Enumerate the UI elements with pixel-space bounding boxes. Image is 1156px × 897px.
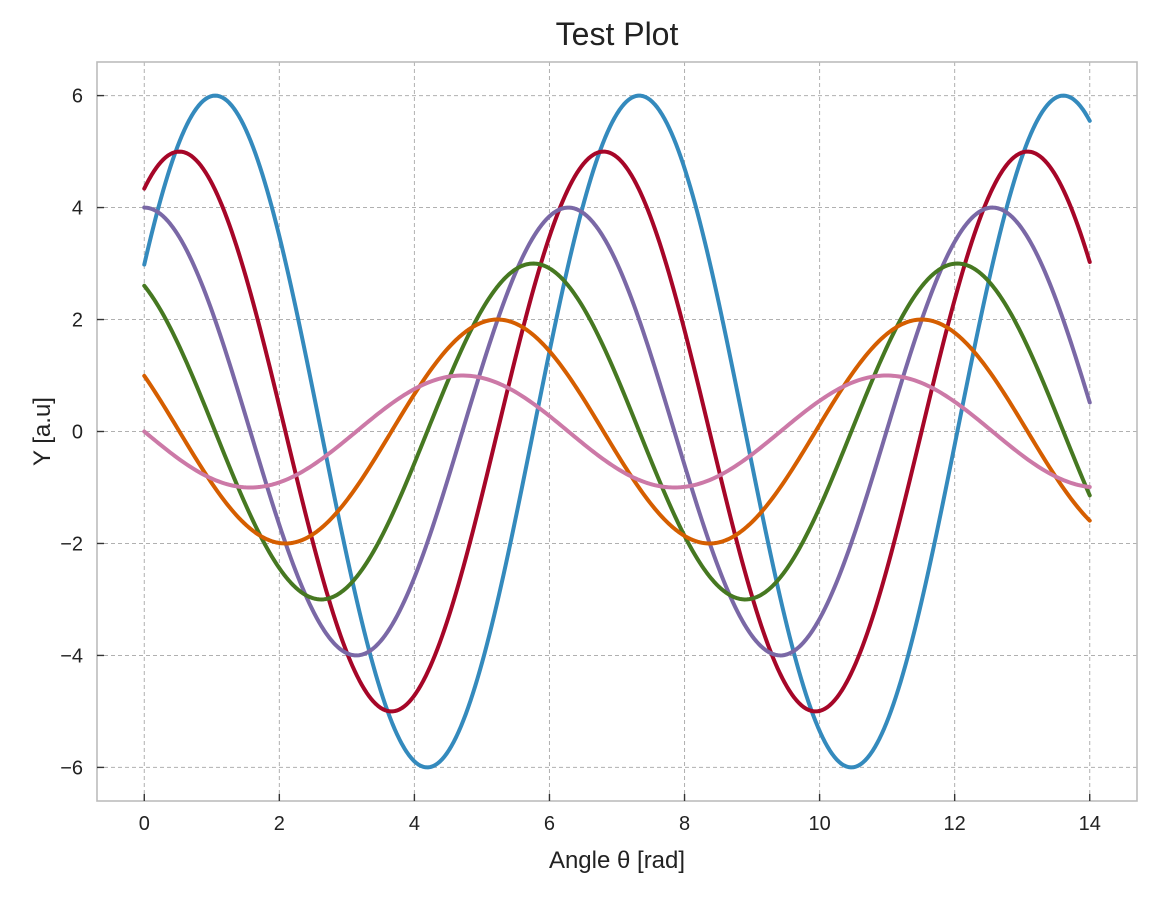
series-line-3 bbox=[142, 205, 1092, 658]
series-line-1 bbox=[142, 93, 1092, 770]
x-tick-label: 12 bbox=[944, 813, 966, 835]
y-tick-label: 4 bbox=[72, 198, 83, 220]
y-axis-label: Y [a.u] bbox=[29, 397, 56, 466]
x-tick-label: 4 bbox=[409, 813, 420, 835]
y-tick-label: 0 bbox=[72, 422, 83, 444]
x-axis-label: Angle θ [rad] bbox=[549, 847, 685, 874]
y-tick-label: −4 bbox=[60, 645, 83, 667]
x-tick-label: 2 bbox=[274, 813, 285, 835]
y-tick-label: −6 bbox=[60, 757, 83, 779]
x-tick-label: 10 bbox=[808, 813, 830, 835]
tick-layer: 0 2 4 6 8 10 12 14 −6 −4 −2 0 2 4 6 bbox=[60, 86, 1101, 835]
x-tick-label: 14 bbox=[1079, 813, 1101, 835]
x-tick-label: 6 bbox=[544, 813, 555, 835]
y-tick-label: −2 bbox=[60, 533, 83, 555]
series-line-4 bbox=[142, 261, 1092, 602]
series-line-5 bbox=[142, 317, 1092, 546]
series-line-6 bbox=[142, 373, 1092, 490]
grid-layer bbox=[97, 62, 1137, 801]
y-tick-label: 6 bbox=[72, 86, 83, 108]
x-tick-label: 8 bbox=[679, 813, 690, 835]
y-tick-label: 2 bbox=[72, 310, 83, 332]
x-tick-label: 0 bbox=[139, 813, 150, 835]
series-layer bbox=[142, 93, 1092, 770]
chart-title: Test Plot bbox=[556, 16, 679, 52]
